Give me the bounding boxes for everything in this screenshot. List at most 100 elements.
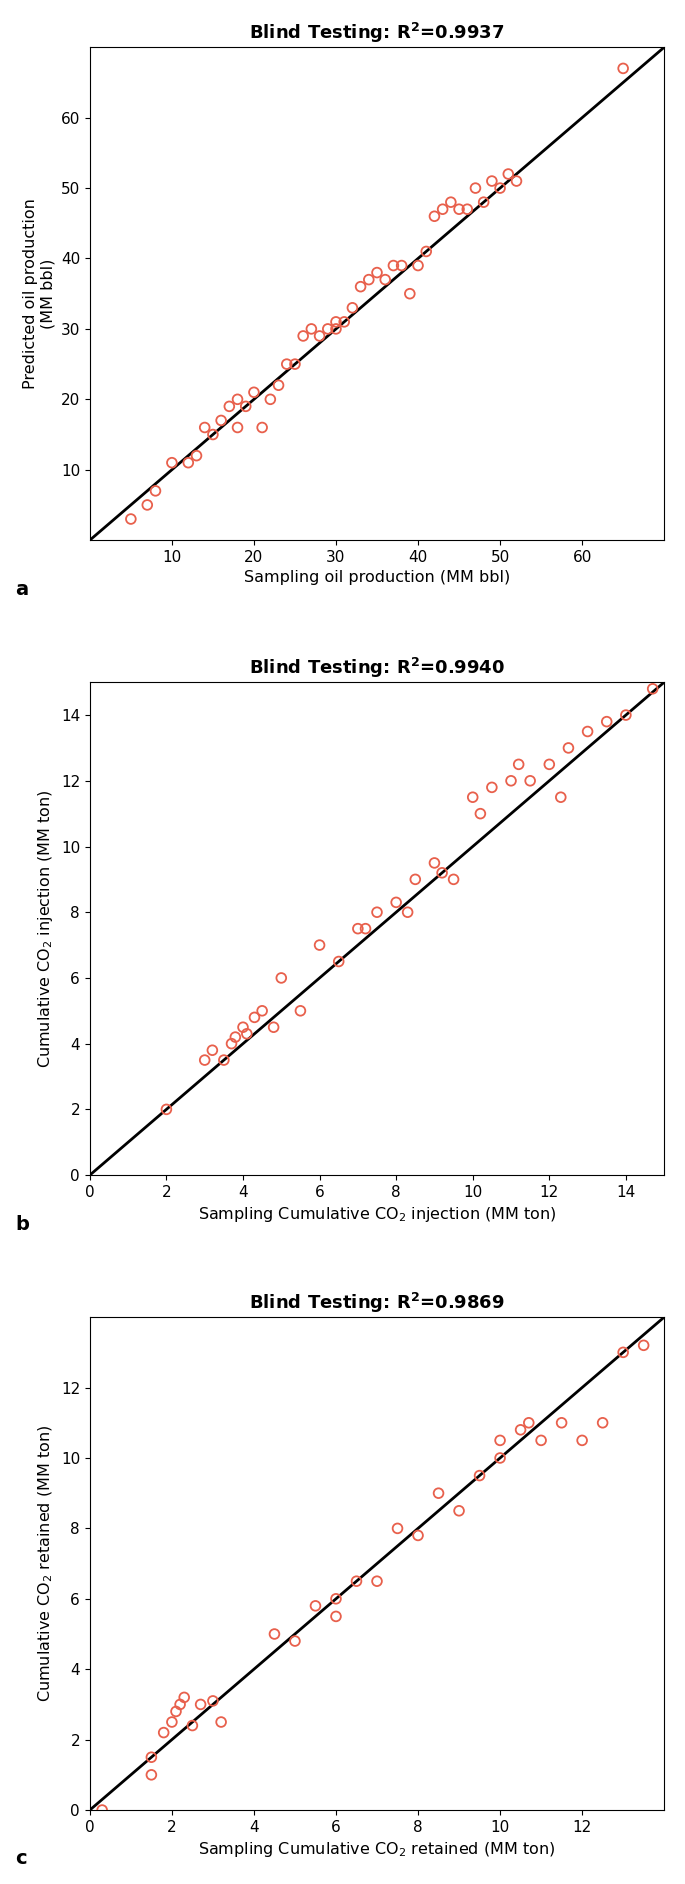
Point <box>470 173 481 203</box>
Point <box>618 53 629 83</box>
Point <box>295 997 306 1027</box>
Point <box>199 413 210 443</box>
Point <box>166 448 177 479</box>
Point <box>475 799 486 829</box>
Title: Blind Testing: R$^{\mathbf{2}}$=0.9937: Blind Testing: R$^{\mathbf{2}}$=0.9937 <box>249 21 505 45</box>
Point <box>621 701 632 731</box>
Point <box>265 384 276 414</box>
Point <box>556 782 566 812</box>
Point <box>276 963 287 993</box>
Point <box>515 1415 526 1445</box>
Point <box>183 448 194 479</box>
Point <box>195 1690 206 1720</box>
Point <box>187 1711 198 1741</box>
Point <box>290 349 301 379</box>
Point <box>290 1626 301 1656</box>
Point <box>388 251 399 281</box>
Point <box>224 392 235 422</box>
Point <box>273 369 284 399</box>
Point <box>249 377 260 407</box>
Point <box>647 674 658 705</box>
X-axis label: Sampling Cumulative CO$_2$ retained (MM ton): Sampling Cumulative CO$_2$ retained (MM … <box>199 1841 556 1860</box>
Point <box>142 1176 153 1206</box>
X-axis label: Sampling Cumulative CO$_2$ injection (MM ton): Sampling Cumulative CO$_2$ injection (MM… <box>198 1206 556 1225</box>
Point <box>402 897 413 927</box>
Point <box>412 251 423 281</box>
Point <box>161 1095 172 1125</box>
Point <box>257 997 268 1027</box>
Point <box>338 307 349 337</box>
Point <box>269 1618 280 1648</box>
Point <box>216 405 227 435</box>
Point <box>503 158 514 188</box>
Point <box>347 292 358 322</box>
Point <box>97 1795 108 1826</box>
Point <box>268 1012 279 1042</box>
Point <box>433 1479 444 1509</box>
Point <box>371 1566 382 1596</box>
Point <box>125 503 136 533</box>
Point <box>179 1682 190 1713</box>
Text: a: a <box>15 580 28 599</box>
Point <box>207 1034 218 1064</box>
Point <box>495 173 506 203</box>
Title: Blind Testing: R$^{\mathbf{2}}$=0.9869: Blind Testing: R$^{\mathbf{2}}$=0.9869 <box>249 1291 505 1315</box>
Point <box>323 315 334 345</box>
Point <box>448 865 459 895</box>
Point <box>352 914 363 944</box>
Point <box>404 279 415 309</box>
Point <box>582 716 593 746</box>
Point <box>232 413 243 443</box>
Point <box>379 264 390 294</box>
Point <box>462 194 473 224</box>
Point <box>467 782 478 812</box>
Point <box>226 1029 237 1059</box>
Point <box>146 1760 157 1790</box>
Point <box>208 420 219 450</box>
Point <box>412 1520 423 1551</box>
Point <box>306 315 317 345</box>
Point <box>282 349 292 379</box>
Text: c: c <box>15 1850 27 1869</box>
Point <box>453 194 464 224</box>
Point <box>249 1002 260 1032</box>
Point <box>191 441 202 471</box>
Point <box>146 1743 157 1773</box>
Point <box>310 1590 321 1620</box>
Point <box>525 765 536 795</box>
Point <box>486 772 497 803</box>
Point <box>158 1718 169 1748</box>
Point <box>333 946 344 976</box>
Point <box>513 750 524 780</box>
Point <box>351 1566 362 1596</box>
Point <box>536 1426 547 1456</box>
Text: b: b <box>15 1215 29 1234</box>
Point <box>257 413 268 443</box>
Point <box>556 1407 567 1437</box>
Point <box>232 384 243 414</box>
Point <box>577 1426 588 1456</box>
Point <box>486 166 497 196</box>
Point <box>230 1021 241 1051</box>
Point <box>171 1696 182 1726</box>
Point <box>495 1443 506 1473</box>
Point <box>298 320 309 350</box>
Point <box>474 1460 485 1490</box>
Point <box>544 750 555 780</box>
Point <box>363 264 374 294</box>
Point <box>150 477 161 507</box>
Point <box>429 848 440 878</box>
Point <box>453 1496 464 1526</box>
Point <box>396 251 407 281</box>
Point <box>563 733 574 763</box>
X-axis label: Sampling oil production (MM bbl): Sampling oil production (MM bbl) <box>244 571 510 586</box>
Point <box>355 271 366 301</box>
Y-axis label: Cumulative CO$_2$ retained (MM ton): Cumulative CO$_2$ retained (MM ton) <box>37 1424 55 1701</box>
Point <box>429 202 440 232</box>
Point <box>238 1012 249 1042</box>
Point <box>219 1046 229 1076</box>
Point <box>638 1330 649 1360</box>
Point <box>421 236 432 266</box>
Point <box>199 1046 210 1076</box>
Title: Blind Testing: R$^{\mathbf{2}}$=0.9940: Blind Testing: R$^{\mathbf{2}}$=0.9940 <box>249 656 505 680</box>
